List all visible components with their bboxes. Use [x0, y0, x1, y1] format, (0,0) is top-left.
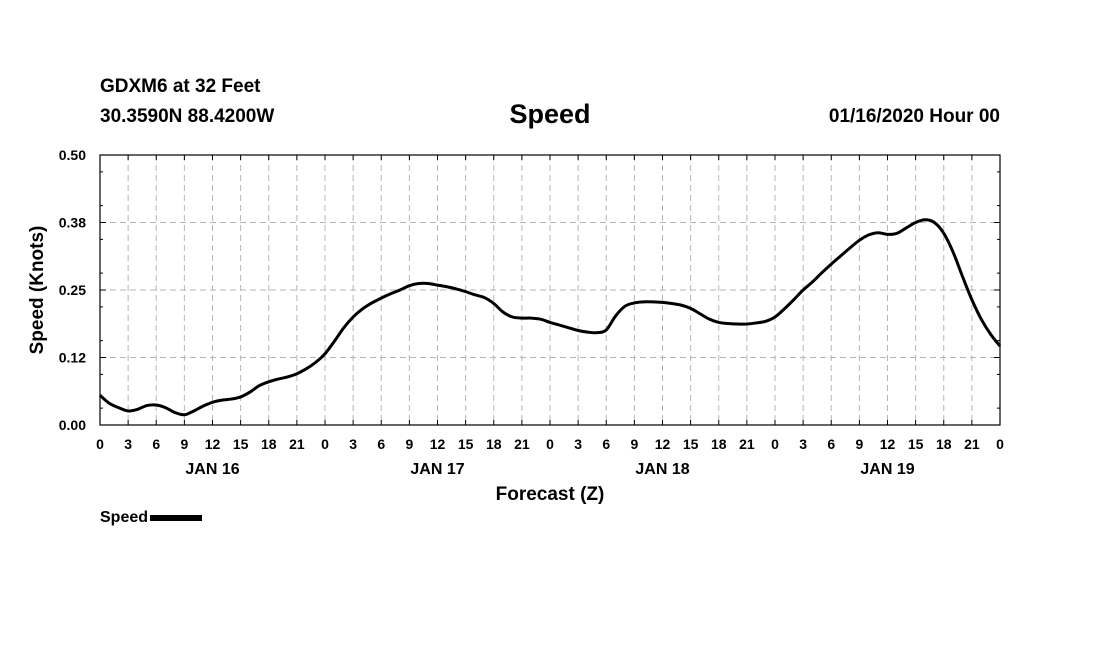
x-tick-label: 18 — [486, 436, 502, 452]
legend: Speed — [100, 509, 203, 527]
x-tick-label: 9 — [405, 436, 413, 452]
x-tick-label: 12 — [205, 436, 221, 452]
x-axis-label: Forecast (Z) — [496, 484, 605, 505]
x-tick-label: 0 — [996, 436, 1004, 452]
x-tick-label: 21 — [964, 436, 980, 452]
x-tick-label: 18 — [936, 436, 952, 452]
day-label: JAN 19 — [860, 461, 914, 478]
x-tick-label: 12 — [880, 436, 896, 452]
y-tick-label: 0.38 — [59, 215, 86, 231]
x-tick-label: 6 — [602, 436, 610, 452]
x-tick-label: 21 — [289, 436, 305, 452]
y-tick-label: 0.25 — [59, 282, 86, 298]
x-tick-label: 15 — [233, 436, 249, 452]
location-label: 30.3590N 88.4200W — [100, 106, 275, 127]
x-tick-label: 18 — [711, 436, 727, 452]
x-tick-label: 21 — [514, 436, 530, 452]
x-tick-label: 0 — [546, 436, 554, 452]
y-tick-label: 0.50 — [59, 147, 86, 163]
y-axis-label: Speed (Knots) — [27, 226, 48, 355]
x-tick-label: 6 — [377, 436, 385, 452]
speed-series-line — [99, 218, 1002, 417]
chart-title: Speed — [509, 99, 591, 129]
day-label: JAN 16 — [185, 461, 239, 478]
x-tick-label: 3 — [799, 436, 807, 452]
x-tick-label: 3 — [124, 436, 132, 452]
x-tick-label: 0 — [96, 436, 104, 452]
x-tick-label: 9 — [180, 436, 188, 452]
day-label: JAN 17 — [410, 461, 464, 478]
x-tick-label: 0 — [321, 436, 329, 452]
station-label: GDXM6 at 32 Feet — [100, 76, 261, 97]
x-tick-label: 6 — [152, 436, 160, 452]
y-tick-label: 0.00 — [59, 417, 86, 433]
x-tick-label: 15 — [908, 436, 924, 452]
day-label: JAN 18 — [635, 461, 689, 478]
x-tick-label: 9 — [630, 436, 638, 452]
x-tick-label: 18 — [261, 436, 277, 452]
x-tick-label: 0 — [771, 436, 779, 452]
x-tick-label: 6 — [827, 436, 835, 452]
x-tick-label: 15 — [683, 436, 699, 452]
x-tick-label: 9 — [855, 436, 863, 452]
x-tick-label: 3 — [574, 436, 582, 452]
x-tick-label: 15 — [458, 436, 474, 452]
x-tick-label: 3 — [349, 436, 357, 452]
x-tick-label: 21 — [739, 436, 755, 452]
legend-line-swatch — [150, 515, 203, 521]
timestamp-label: 01/16/2020 Hour 00 — [828, 106, 1000, 127]
legend-label: Speed — [100, 509, 149, 526]
x-tick-label: 12 — [430, 436, 446, 452]
x-tick-label: 12 — [655, 436, 671, 452]
y-tick-label: 0.12 — [59, 350, 86, 366]
